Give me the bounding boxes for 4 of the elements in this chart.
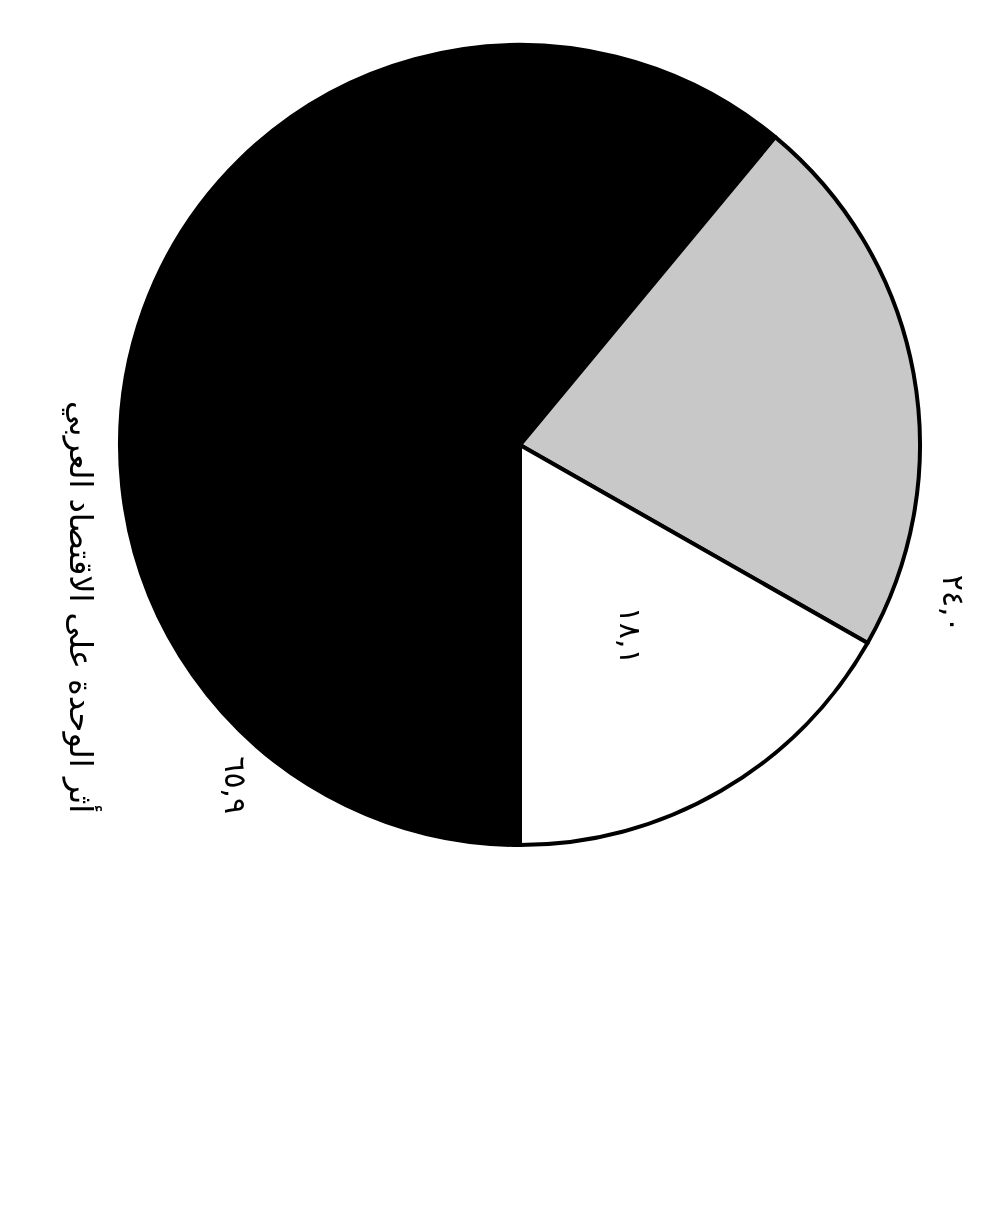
data-label: ٢٤,٠: [936, 574, 971, 633]
data-label: ١٨,١: [612, 606, 648, 665]
text: أثر الوحدة على الاقتصاد العربي: [62, 401, 102, 814]
data-label: ٦٥,٩: [218, 756, 254, 815]
